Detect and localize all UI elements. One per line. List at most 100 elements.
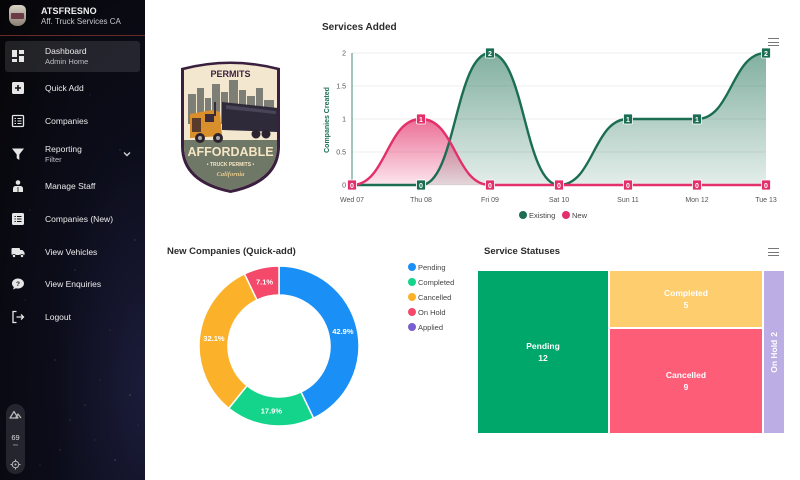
treemap-cell-on-hold[interactable]: On Hold 2: [763, 270, 785, 434]
x-tick-label: Thu 08: [410, 197, 432, 204]
data-label: 0: [623, 179, 633, 191]
svg-text:0: 0: [626, 183, 630, 190]
sidebar-item-view-enquiries[interactable]: ? View Enquiries: [5, 269, 140, 300]
svg-text:0: 0: [557, 183, 561, 190]
legend-item-completed[interactable]: Completed: [408, 278, 454, 287]
donut-slice-label: 32.1%: [203, 334, 225, 343]
staff-icon: [13, 180, 23, 192]
sidebar: ATSFRESNO Aff. Truck Services CA Dashboa…: [0, 0, 145, 480]
sidebar-item-quick-add[interactable]: Quick Add: [5, 73, 140, 104]
list-alt-icon: [12, 213, 24, 225]
sidebar-item-label: Manage Staff: [45, 181, 96, 191]
legend-item-existing[interactable]: Existing: [519, 211, 555, 220]
treemap-cell-completed[interactable]: Completed 5: [609, 270, 763, 328]
x-tick-label: Sun 11: [617, 197, 639, 204]
svg-text:AFFORDABLE: AFFORDABLE: [187, 145, 273, 159]
crosshair-icon[interactable]: [10, 459, 21, 470]
sidebar-item-label: Logout: [45, 312, 71, 322]
x-tick-label: Sat 10: [549, 197, 569, 204]
legend-item-applied[interactable]: Applied: [408, 323, 443, 332]
dashboard-icon: [12, 50, 24, 62]
logout-icon: [12, 310, 25, 324]
x-tick-label: Wed 07: [340, 197, 364, 204]
svg-text:PERMITS: PERMITS: [210, 69, 250, 79]
data-label: 2: [485, 47, 495, 59]
brand-header[interactable]: ATSFRESNO Aff. Truck Services CA: [0, 0, 145, 36]
filter-icon: [12, 148, 24, 160]
sidebar-item-label: Companies: [45, 116, 88, 126]
sidebar-item-manage-staff[interactable]: Manage Staff: [5, 171, 140, 202]
data-label: 1: [692, 113, 702, 125]
y-tick-label: 0: [342, 183, 346, 190]
affordable-truck-permits-logo: PERMITS AFFORDABLE • TRUCK PERMITS • Cal…: [178, 58, 283, 193]
donut-slice-label: 7.1%: [256, 278, 273, 287]
question-bubble-icon: ?: [12, 278, 24, 290]
treemap-cell-pending[interactable]: Pending 12: [477, 270, 609, 434]
legend-item-new[interactable]: New: [562, 211, 587, 220]
data-label: 1: [416, 113, 426, 125]
services-added-title: Services Added: [322, 22, 397, 33]
sidebar-item-sublabel: Admin Home: [45, 57, 89, 66]
sidebar-item-label: Companies (New): [45, 214, 114, 224]
svg-text:0: 0: [488, 183, 492, 190]
svg-text:1: 1: [626, 117, 630, 124]
sidebar-item-reporting[interactable]: Reporting Filter: [5, 139, 140, 170]
y-axis-label: Companies Created: [324, 87, 331, 153]
legend-item-pending[interactable]: Pending: [408, 263, 446, 272]
svg-text:2: 2: [764, 51, 768, 58]
data-label: 0: [416, 179, 426, 191]
services-chart-menu-icon[interactable]: [768, 38, 779, 47]
y-tick-label: 0.5: [336, 150, 346, 157]
sidebar-item-label: View Vehicles: [45, 247, 98, 257]
donut-slice-pending[interactable]: [278, 265, 360, 420]
logo-badge-image: PERMITS AFFORDABLE • TRUCK PERMITS • Cal…: [181, 61, 280, 193]
donut-slice-on-hold[interactable]: [243, 265, 280, 301]
sidebar-item-companies[interactable]: Companies: [5, 106, 140, 137]
sidebar-item-logout[interactable]: Logout: [5, 302, 140, 333]
new-companies-legend: Pending Completed Cancelled On Hold Appl…: [408, 263, 478, 338]
services-added-chart: 0 0.5 1 1.5 2 Wed 07 Thu 08 Fri 09 Sat 10 Sun 11 M…: [324, 47, 777, 204]
y-tick-label: 1.5: [336, 84, 346, 91]
svg-text:1: 1: [419, 117, 423, 124]
legend-item-on-hold[interactable]: On Hold: [408, 308, 446, 317]
sidebar-item-companies-new[interactable]: Companies (New): [5, 204, 140, 235]
sidebar-item-label: View Enquiries: [45, 279, 102, 289]
svg-text:0: 0: [419, 183, 423, 190]
svg-text:?: ?: [16, 281, 20, 288]
legend-dot: [519, 211, 527, 219]
data-label: 2: [761, 47, 771, 59]
latency-widget[interactable]: 69 ms: [6, 404, 25, 474]
donut-slice-label: 42.9%: [332, 327, 354, 336]
data-label: 0: [485, 179, 495, 191]
svg-text:1: 1: [695, 117, 699, 124]
sidebar-item-label: Dashboard: [45, 46, 87, 56]
truck-icon: [11, 248, 25, 258]
donut-slice-label: 17.9%: [261, 407, 283, 416]
data-label: 0: [692, 179, 702, 191]
x-tick-label: Tue 13: [755, 197, 777, 204]
x-tick-label: Mon 12: [685, 197, 708, 204]
brand-title: ATSFRESNO: [41, 6, 97, 16]
sidebar-item-view-vehicles[interactable]: View Vehicles: [5, 237, 140, 268]
latency-value: 69: [11, 433, 20, 442]
company-logo-icon: [9, 5, 26, 26]
statuses-chart-menu-icon[interactable]: [768, 248, 779, 257]
sidebar-item-dashboard[interactable]: Dashboard Admin Home: [5, 41, 140, 72]
treemap-cell-cancelled[interactable]: Cancelled 9: [609, 328, 763, 434]
data-labels: 002011201000000: [347, 47, 771, 191]
data-label: 0: [761, 179, 771, 191]
plus-square-icon: [12, 82, 24, 94]
service-statuses-title: Service Statuses: [484, 246, 561, 257]
y-tick-label: 1: [342, 117, 346, 124]
data-label: 1: [623, 113, 633, 125]
chevron-down-icon[interactable]: [122, 149, 132, 159]
svg-text:0: 0: [350, 183, 354, 190]
legend-item-cancelled[interactable]: Cancelled: [408, 293, 451, 302]
svg-text:0: 0: [695, 183, 699, 190]
brand-subtitle: Aff. Truck Services CA: [41, 17, 121, 26]
new-companies-donut-chart: 42.9% 17.9% 32.1% 7.1%: [198, 265, 360, 427]
list-icon: [11, 114, 25, 128]
sidebar-item-label: Quick Add: [45, 83, 84, 93]
nuxt-logo-icon: [9, 410, 22, 419]
